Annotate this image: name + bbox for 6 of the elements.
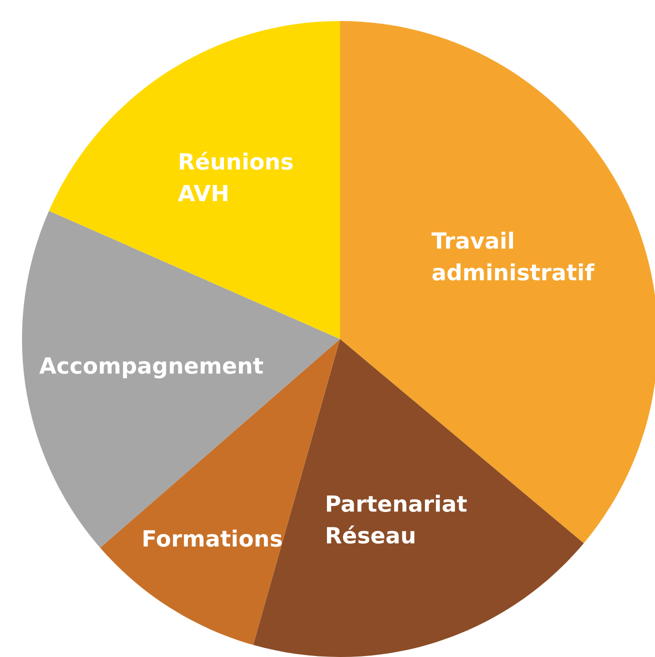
slice-label: Partenariat Réseau (326, 494, 467, 544)
slice-label: Formations (144, 530, 282, 547)
slice-label: Travail administratif (432, 232, 595, 281)
slice-label: Réunions AVH (178, 152, 293, 202)
slice-label: Accompagnement (39, 357, 264, 378)
pie-slice (48, 21, 340, 339)
